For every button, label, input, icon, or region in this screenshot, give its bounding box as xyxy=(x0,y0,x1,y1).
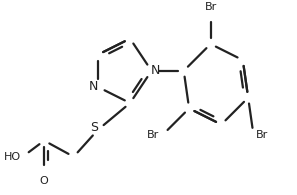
Text: Br: Br xyxy=(204,2,217,12)
Text: Br: Br xyxy=(147,130,159,140)
Text: N: N xyxy=(151,64,160,77)
Text: O: O xyxy=(40,176,48,185)
Text: HO: HO xyxy=(4,152,21,162)
Text: N: N xyxy=(89,80,99,93)
Text: S: S xyxy=(90,121,98,134)
Text: Br: Br xyxy=(256,130,268,140)
